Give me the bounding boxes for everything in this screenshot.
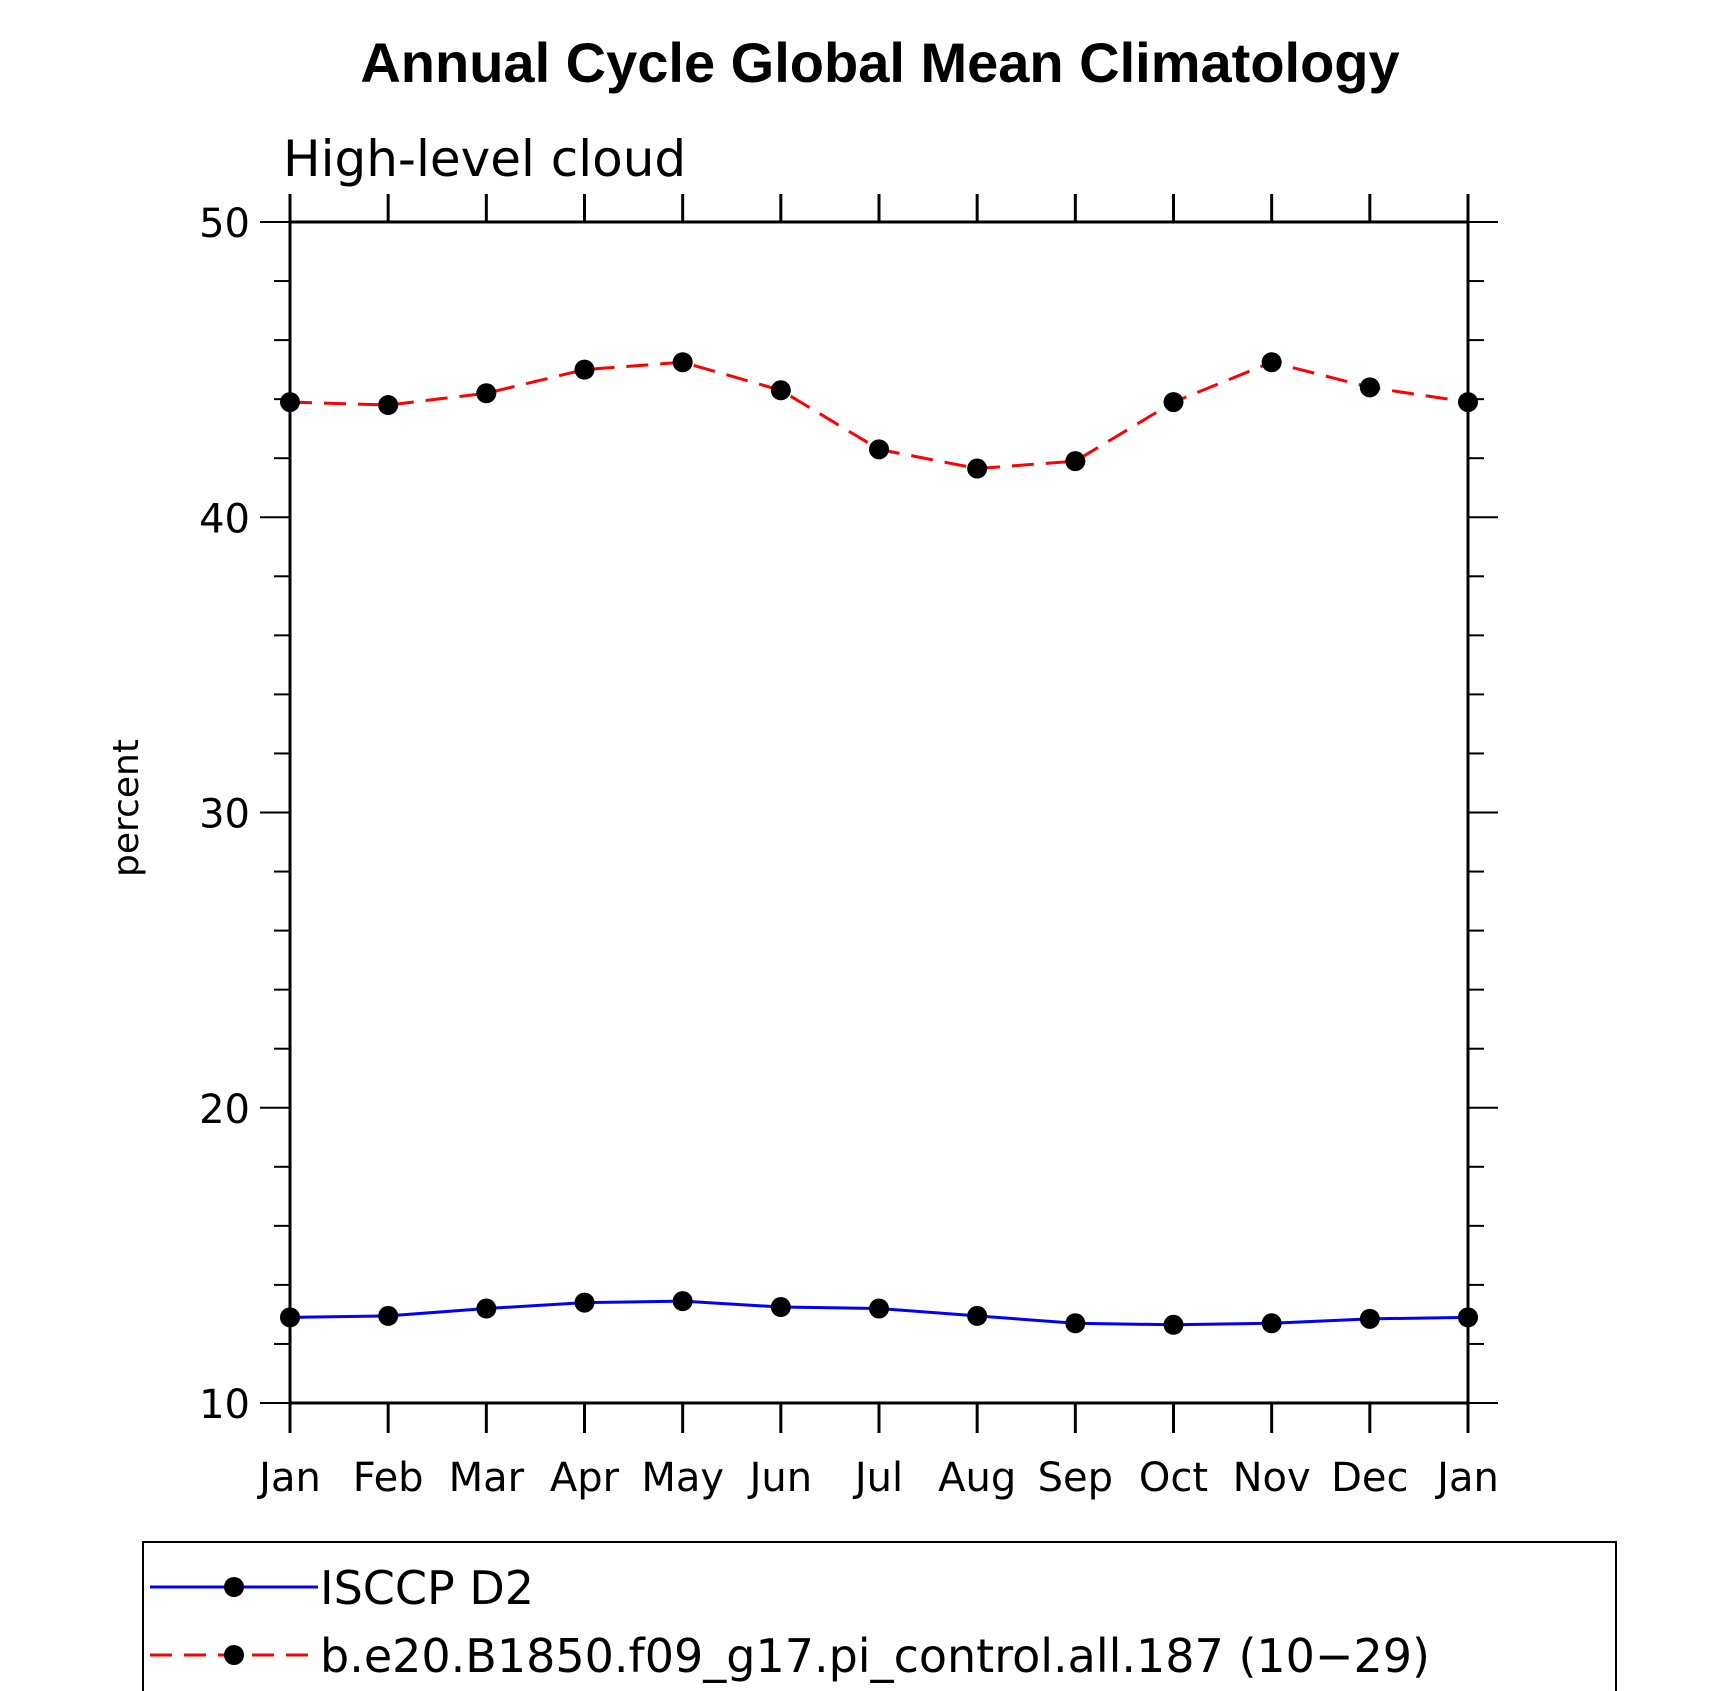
x-tick-label: Mar xyxy=(449,1455,525,1501)
data-point xyxy=(1065,451,1086,472)
series-1 xyxy=(280,352,1478,479)
legend-label: ISCCP D2 xyxy=(320,1561,534,1615)
plot-frame xyxy=(288,220,1470,1405)
data-point xyxy=(1261,352,1282,373)
data-series xyxy=(280,352,1478,1335)
y-tick-label: 50 xyxy=(199,201,250,247)
data-point xyxy=(1163,1314,1184,1335)
x-tick-label: Jun xyxy=(747,1455,813,1501)
data-point xyxy=(476,1298,497,1319)
data-point xyxy=(967,458,988,479)
data-point xyxy=(574,1292,595,1313)
x-tick-label: Jan xyxy=(1434,1455,1499,1501)
data-point xyxy=(378,395,399,416)
chart-title: Annual Cycle Global Mean Climatology xyxy=(360,31,1399,94)
data-point xyxy=(1065,1313,1086,1334)
data-point xyxy=(672,1291,693,1312)
data-point xyxy=(869,439,889,460)
data-point xyxy=(280,392,300,413)
y-tick-label: 10 xyxy=(199,1382,250,1428)
data-point xyxy=(770,1297,791,1318)
x-tick-label: Feb xyxy=(353,1455,424,1501)
y-tick-label: 30 xyxy=(199,792,250,838)
data-point xyxy=(1359,1308,1380,1329)
data-point xyxy=(574,359,595,380)
data-point xyxy=(378,1305,399,1326)
x-tick-label: Oct xyxy=(1139,1455,1208,1501)
chart-subtitle: High-level cloud xyxy=(283,130,686,188)
x-tick-label: Sep xyxy=(1038,1455,1113,1501)
x-tick-label: Nov xyxy=(1233,1455,1311,1501)
data-point xyxy=(1458,1307,1478,1328)
data-point xyxy=(1163,392,1184,413)
legend-label: b.e20.B1850.f09_g17.pi_control.all.187 (… xyxy=(320,1629,1430,1683)
data-point xyxy=(967,1305,988,1326)
data-point xyxy=(770,380,791,401)
tick-labels: Jan Feb Mar Apr May Jun Jul Aug Sep Oct Nov Dec Jan1… xyxy=(199,201,1499,1501)
data-point xyxy=(1458,392,1478,413)
legend-box xyxy=(142,1541,1617,1691)
legend-marker xyxy=(224,1577,244,1597)
legend: ISCCP D2 b.e20.B1850.f09_g17.pi_control.a… xyxy=(142,1541,1617,1691)
plot-axes xyxy=(260,194,1498,1433)
series-0 xyxy=(280,1291,1478,1335)
data-point xyxy=(1359,377,1380,398)
x-tick-label: May xyxy=(641,1455,724,1501)
data-point xyxy=(280,1307,300,1328)
data-point xyxy=(1261,1313,1282,1334)
x-tick-label: Dec xyxy=(1331,1455,1408,1501)
y-tick-label: 40 xyxy=(199,496,250,542)
data-point xyxy=(476,383,497,404)
x-tick-label: Aug xyxy=(938,1455,1016,1501)
y-axis-label: percent xyxy=(106,739,147,877)
x-tick-label: Jan xyxy=(256,1455,321,1501)
y-tick-label: 20 xyxy=(199,1087,250,1133)
x-tick-label: Jul xyxy=(852,1455,903,1501)
data-point xyxy=(869,1298,889,1319)
data-point xyxy=(672,352,693,373)
legend-marker xyxy=(224,1645,244,1665)
x-tick-label: Apr xyxy=(550,1455,620,1501)
